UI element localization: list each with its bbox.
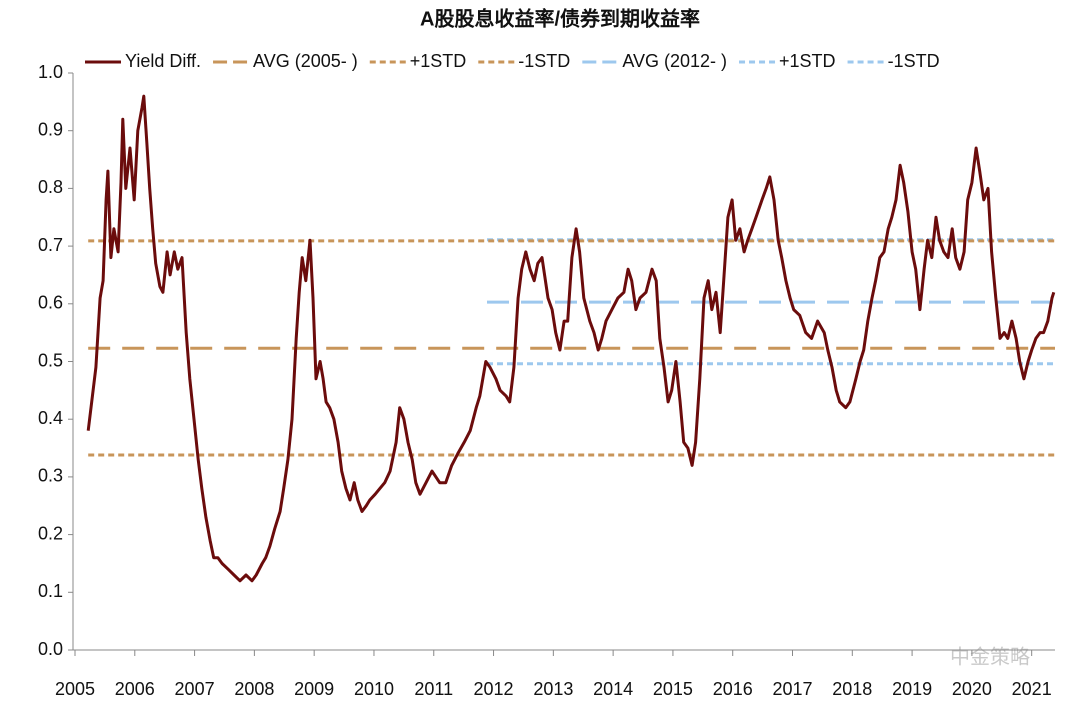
y-tick-label: 0.1 [38,581,63,601]
x-tick-label: 2016 [713,679,753,699]
x-tick-label: 2021 [1012,679,1052,699]
x-tick-label: 2018 [832,679,872,699]
x-tick-label: 2008 [234,679,274,699]
x-tick-label: 2006 [115,679,155,699]
series-line [86,94,1056,583]
x-tick-label: 2019 [892,679,932,699]
y-tick-label: 0.4 [38,408,63,428]
x-tick-label: 2015 [653,679,693,699]
legend-label: +1STD [410,51,467,71]
legend-label: AVG (2005- ) [253,51,358,71]
x-tick-label: 2005 [55,679,95,699]
x-tick-label: 2009 [294,679,334,699]
legend-label: -1STD [888,51,940,71]
chart-title: A股股息收益率/债券到期收益率 [420,6,700,30]
legend-label: +1STD [779,51,836,71]
y-tick-label: 0.9 [38,119,63,139]
x-tick-label: 2010 [354,679,394,699]
x-tick-label: 2020 [952,679,992,699]
y-tick-label: 0.5 [38,350,63,370]
y-tick-label: 0.6 [38,293,63,313]
x-tick-label: 2014 [593,679,633,699]
legend-label: AVG (2012- ) [622,51,727,71]
y-tick-label: 1.0 [38,62,63,82]
legend-label: Yield Diff. [125,51,201,71]
y-tick-label: 0.2 [38,523,63,543]
y-tick-label: 0.3 [38,466,63,486]
y-tick-label: 0.7 [38,235,63,255]
x-tick-label: 2013 [533,679,573,699]
y-tick-label: 0.8 [38,177,63,197]
watermark: 中金策略 [950,645,1030,668]
x-tick-label: 2012 [474,679,514,699]
x-tick-label: 2011 [414,679,453,699]
x-tick-label: 2017 [772,679,812,699]
y-tick-label: 0.0 [38,639,63,659]
x-tick-label: 2007 [175,679,215,699]
legend-label: -1STD [518,51,570,71]
